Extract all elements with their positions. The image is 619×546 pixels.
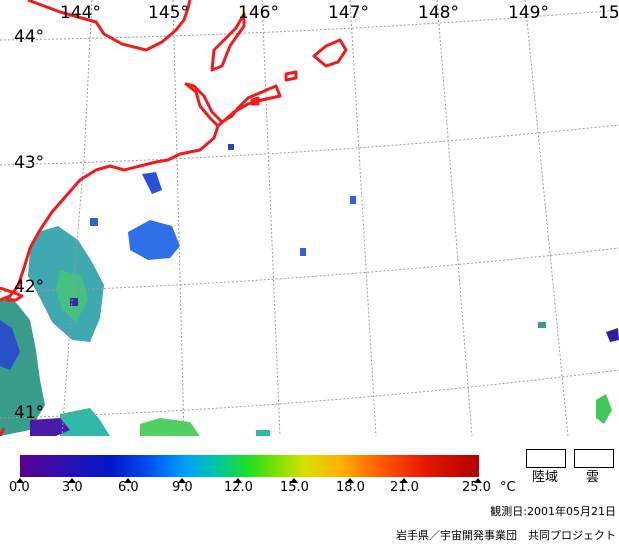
coastline-erimo: [0, 286, 24, 302]
coastline-shiretoko-nemuro: [184, 12, 282, 128]
colorbar-unit-label: °C: [500, 480, 516, 495]
sst-patch-small-blue-2: [90, 218, 98, 226]
parallel-42: [0, 247, 619, 293]
lon-label-147: 147°: [328, 3, 369, 23]
colorbar-tick-mark: [400, 478, 408, 483]
colorbar-tick-mark: [68, 478, 76, 483]
sst-patch-east-purple: [606, 328, 619, 342]
parallel-44: [0, 9, 619, 41]
colorbar-tick-mark: [346, 478, 354, 483]
meridian-148: [436, 0, 473, 436]
coastline-kuril-islands: [250, 38, 348, 106]
colorbar-tick-label: 12.0: [224, 480, 253, 495]
colorbar-tick-mark: [474, 478, 482, 483]
meridian-146: [261, 0, 281, 436]
cloud-legend-swatch: [574, 449, 614, 468]
meridian-144: [61, 0, 93, 436]
lon-label-148: 148°: [418, 3, 459, 23]
sst-patch-east-green: [596, 394, 612, 424]
colorbar-tick-label: 15.0: [280, 480, 309, 495]
meridian-147: [349, 0, 377, 436]
colorbar-tick-label: 21.0: [390, 480, 419, 495]
lat-label-41: 41°: [14, 403, 45, 423]
coastline-hokkaido-east: [0, 125, 220, 302]
land-legend-label: 陸域: [532, 470, 559, 485]
colorbar-tick-mark: [124, 478, 132, 483]
lon-label-145: 145°: [148, 3, 189, 23]
sst-data-patches: [0, 144, 619, 436]
colorbar-tick-mark: [178, 478, 186, 483]
sst-patch-small-east-4: [256, 430, 270, 436]
colorbar-tick-mark: [16, 478, 24, 483]
lon-label-149: 149°: [508, 3, 549, 23]
colorbar-tick-label: 3.0: [62, 480, 83, 495]
sea-surface-temperature-map: [0, 0, 619, 436]
coastline-sanriku-bottom: [0, 427, 6, 436]
lat-label-42: 42°: [14, 277, 45, 297]
lon-label-144: 144°: [60, 3, 101, 23]
cloud-legend-label: 雲: [586, 470, 600, 485]
meridian-149: [524, 0, 569, 436]
colorbar-tick-label: 6.0: [118, 480, 139, 495]
observation-date: 観測日:2001年05月21日: [490, 505, 616, 518]
sst-patch-bottom-green: [140, 418, 200, 436]
parallel-41: [0, 369, 619, 419]
lat-label-44: 44°: [14, 27, 45, 47]
parallel-43: [0, 124, 619, 166]
graticule-lines: [0, 0, 619, 436]
colorbar-tick-mark: [234, 478, 242, 483]
colorbar-tick-label: 25.0: [462, 480, 491, 495]
lon-label-146: 146°: [238, 3, 279, 23]
lon-label-150-partial: 15: [598, 3, 619, 23]
sst-patch-small-east-3: [538, 322, 546, 328]
lat-label-43: 43°: [14, 153, 45, 173]
land-legend-swatch: [526, 449, 566, 468]
sst-patch-offshore-blue: [128, 220, 180, 260]
sst-patch-small-east-2: [300, 248, 306, 256]
sst-patch-small-east-5: [228, 144, 234, 150]
meridian-145: [172, 0, 185, 436]
colorbar-tick-label: 0.0: [9, 480, 30, 495]
coastline: [0, 0, 348, 436]
temperature-color-bar: [20, 455, 479, 477]
sst-patch-coastal-west-blue: [0, 320, 20, 370]
project-credit: 岩手県／宇宙開発事業団 共同プロジェクト: [396, 529, 616, 542]
sst-patch-bottom-cyan: [60, 408, 110, 436]
sst-patch-small-blue-1: [142, 172, 162, 194]
coastline-hokkaido-north: [27, 0, 192, 52]
colorbar-tick-label: 9.0: [172, 480, 193, 495]
colorbar-tick-label: 18.0: [336, 480, 365, 495]
sst-patch-small-east-1: [350, 196, 356, 204]
colorbar-tick-mark: [290, 478, 298, 483]
sst-patch-bottom-purple: [30, 418, 70, 436]
